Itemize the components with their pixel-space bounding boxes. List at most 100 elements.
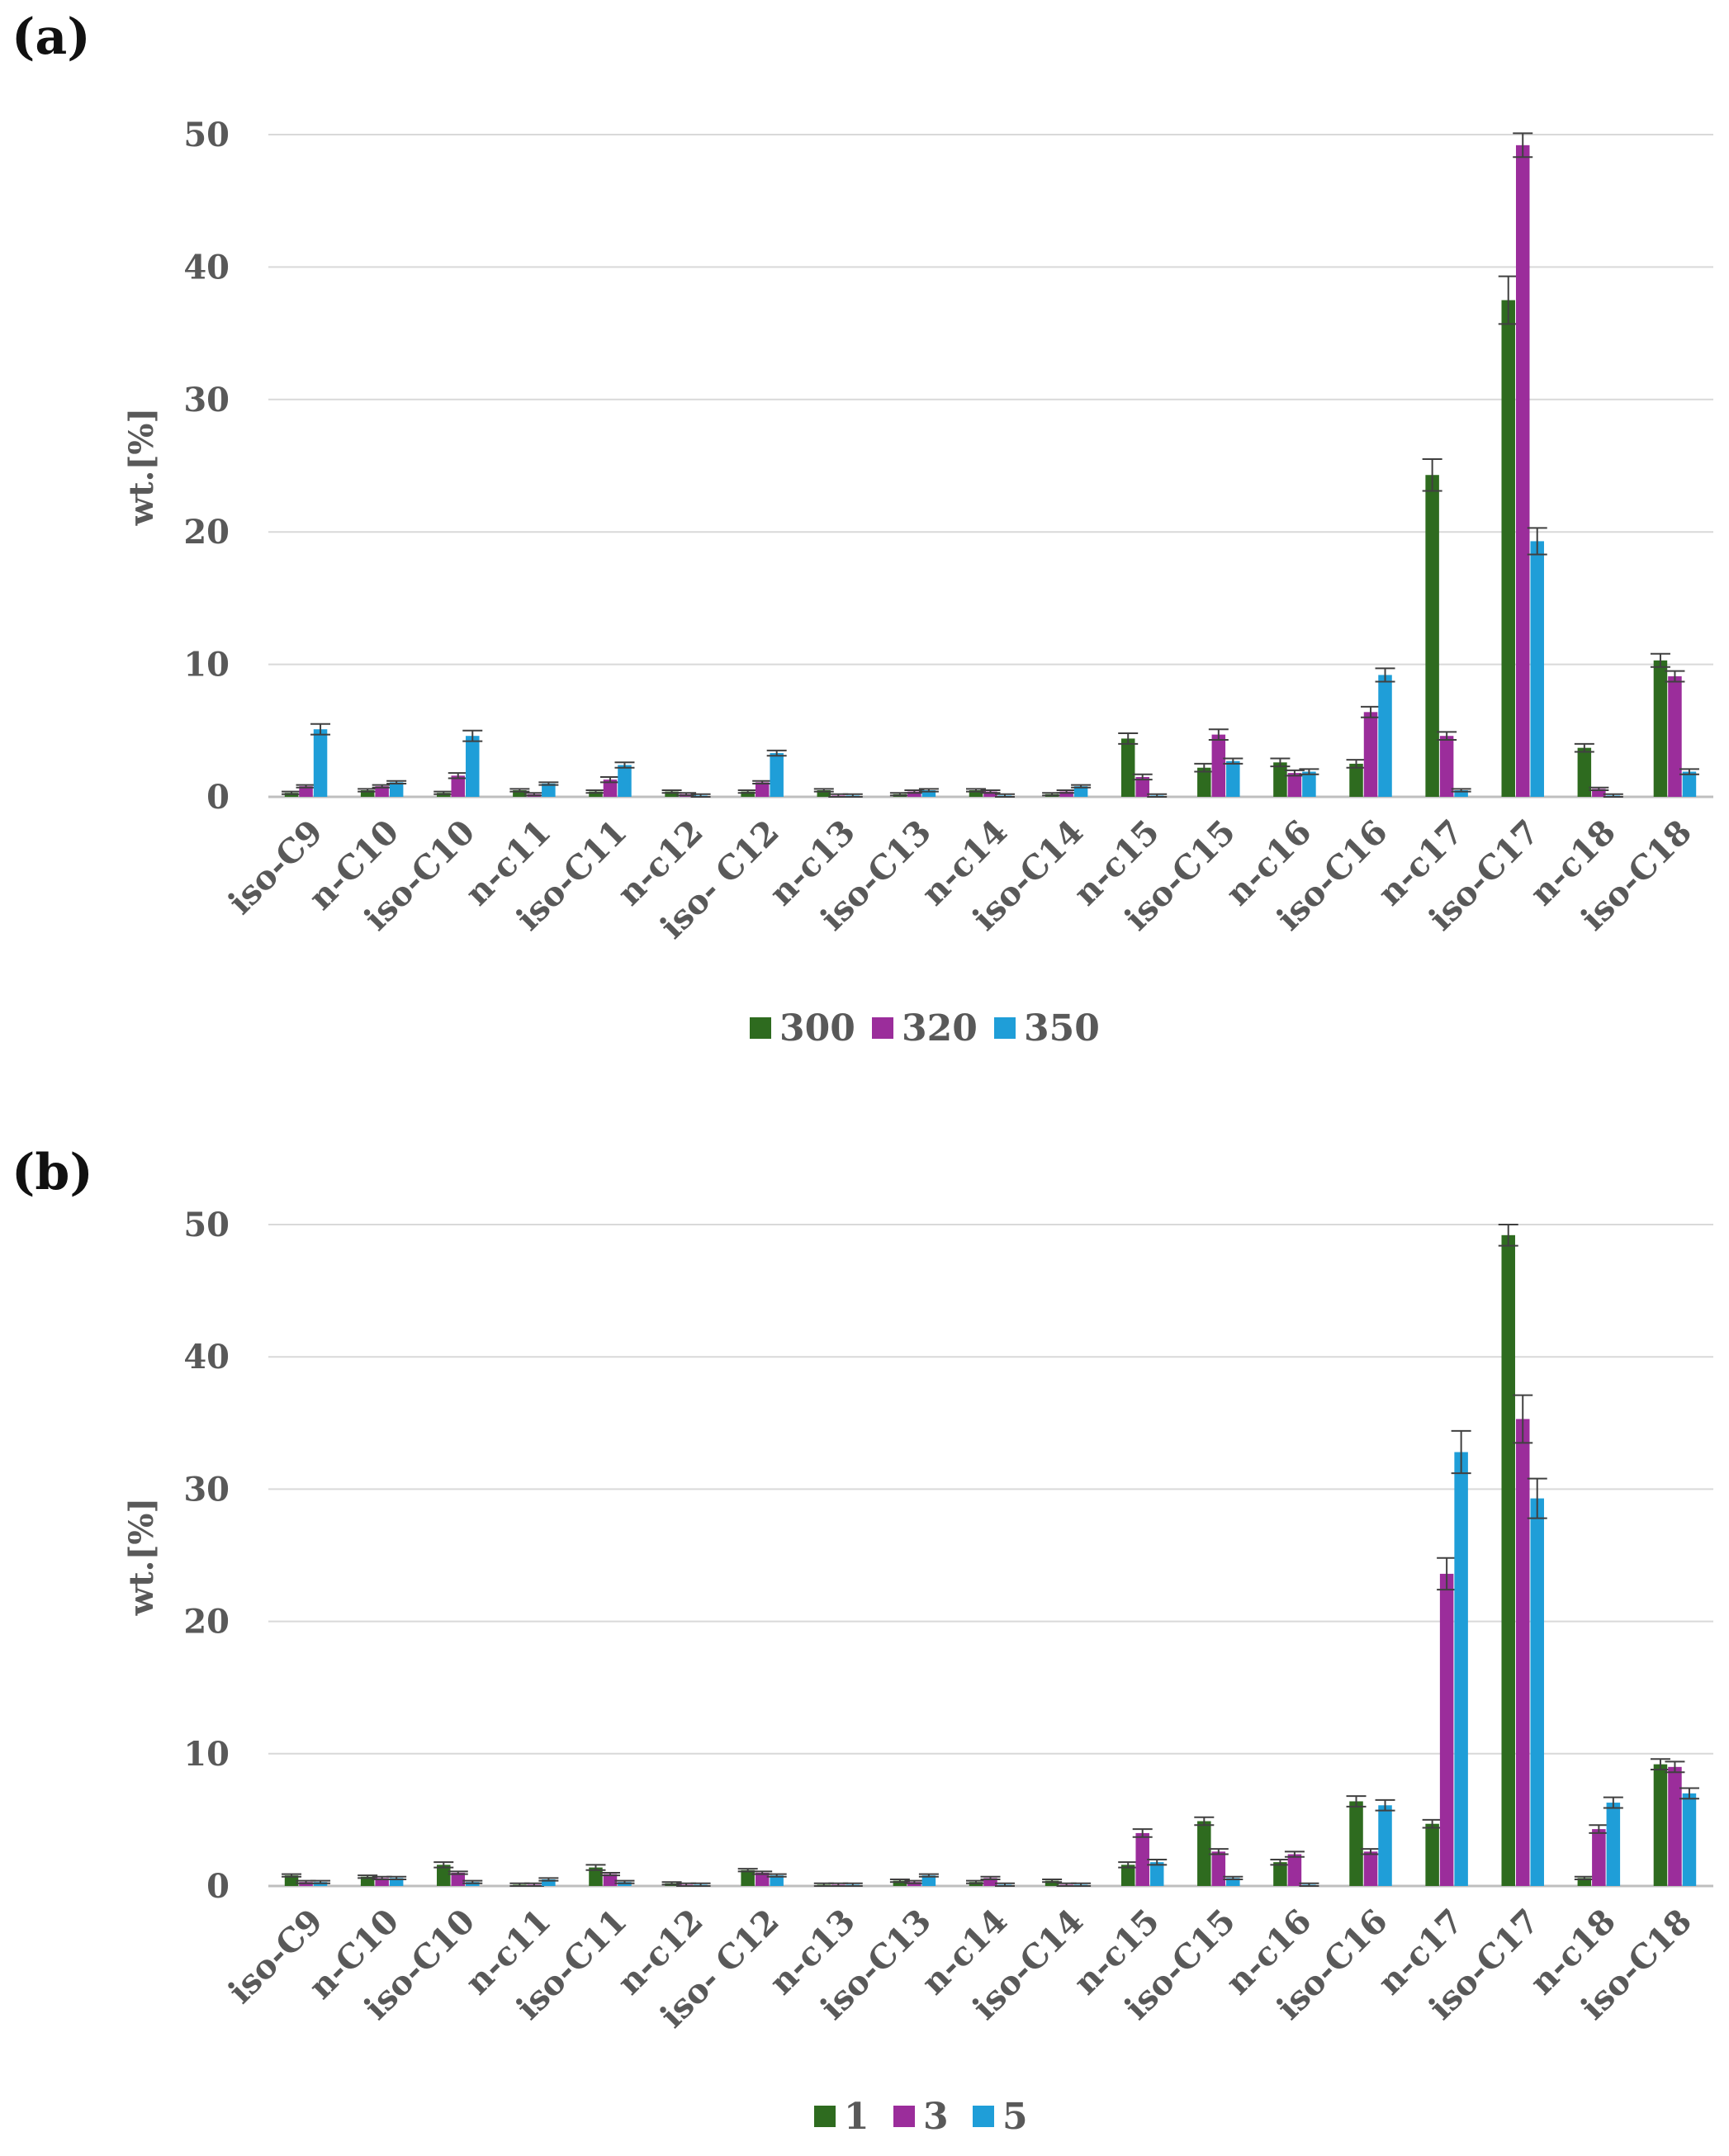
panel-b-label: (b): [12, 1144, 93, 1201]
y-tick-label: 0: [206, 1867, 230, 1906]
bar: [817, 789, 831, 797]
legend-label: 350: [1024, 1007, 1100, 1050]
y-tick-label: 50: [183, 1206, 230, 1244]
bar: [1606, 1803, 1621, 1886]
bar: [921, 789, 936, 797]
bar: [375, 786, 389, 797]
bar: [1577, 747, 1592, 797]
bar: [1592, 789, 1606, 797]
y-axis-title: wt.[%]: [122, 1498, 161, 1617]
bar: [1149, 1862, 1164, 1886]
bar: [1592, 1829, 1606, 1886]
bar: [1501, 300, 1515, 797]
bar: [893, 1880, 907, 1886]
bar: [1454, 789, 1468, 797]
bar: [542, 783, 556, 797]
bar: [389, 1878, 404, 1886]
bar: [1349, 763, 1363, 797]
bar: [284, 1875, 299, 1886]
bar: [969, 789, 983, 797]
bar: [1454, 1452, 1468, 1886]
bar: [466, 736, 480, 797]
bar: [451, 775, 466, 797]
bar: [1363, 712, 1378, 797]
y-tick-label: 30: [183, 381, 230, 419]
bar: [1287, 773, 1302, 797]
bar: [741, 791, 755, 797]
bar: [1073, 786, 1088, 797]
legend-swatch: [893, 2106, 915, 2127]
bar: [1059, 791, 1073, 797]
legend-label: 320: [902, 1007, 978, 1050]
bar: [1378, 1805, 1392, 1886]
bar: [1501, 1234, 1515, 1886]
bar: [451, 1872, 466, 1886]
bar: [1197, 767, 1211, 797]
chart-b: 01020304050wt.[%]iso-C9n-C10iso-C10n-c11…: [122, 1206, 1713, 2138]
bar: [1120, 1865, 1135, 1886]
bar: [1653, 660, 1668, 797]
legend-label: 5: [1002, 2096, 1028, 2138]
bar: [1577, 1878, 1592, 1886]
bar: [1668, 676, 1682, 797]
bar: [1653, 1764, 1668, 1886]
bar: [755, 1872, 770, 1886]
bar: [1425, 1823, 1439, 1886]
legend-swatch: [994, 1017, 1016, 1039]
y-tick-label: 50: [183, 116, 230, 154]
bar: [1682, 771, 1697, 797]
bar: [1425, 475, 1439, 797]
bar: [389, 782, 404, 797]
legend-swatch: [750, 1017, 771, 1039]
bar: [755, 782, 770, 797]
bar: [770, 1875, 784, 1886]
bar: [1439, 1573, 1454, 1886]
bar: [1530, 1498, 1544, 1886]
bar: [299, 786, 313, 797]
bar: [1349, 1801, 1363, 1886]
bar: [1211, 1851, 1226, 1886]
legend-label: 3: [923, 2096, 949, 2138]
y-tick-label: 10: [183, 646, 230, 685]
bar: [1135, 776, 1149, 797]
y-tick-label: 0: [206, 778, 230, 817]
bar: [437, 1865, 451, 1886]
bar: [603, 779, 618, 797]
bar: [1682, 1793, 1697, 1886]
y-tick-label: 20: [183, 1603, 230, 1642]
legend-swatch: [973, 2106, 994, 2127]
legend-label: 300: [779, 1007, 855, 1050]
bar: [921, 1875, 936, 1886]
bar: [1515, 1419, 1530, 1886]
bar: [1273, 762, 1287, 797]
x-tick-label: iso-C9: [220, 1902, 330, 2011]
bar: [542, 1879, 556, 1886]
bar: [1120, 738, 1135, 797]
bar: [770, 753, 784, 797]
bar: [1226, 761, 1240, 797]
bar: [1135, 1832, 1149, 1886]
legend-label: 1: [844, 2096, 869, 2138]
chart-a: 01020304050wt.[%]iso-C9n-C10iso-C10n-c11…: [122, 116, 1713, 1050]
bar: [1530, 541, 1544, 797]
y-tick-label: 30: [183, 1470, 230, 1509]
bar: [741, 1869, 755, 1886]
y-tick-label: 10: [183, 1735, 230, 1774]
bar: [603, 1874, 618, 1886]
bar: [1378, 675, 1392, 797]
bar: [1287, 1854, 1302, 1886]
bar: [665, 791, 679, 797]
bar: [1273, 1862, 1287, 1886]
bar: [1197, 1821, 1211, 1886]
bar: [1302, 771, 1316, 797]
bar: [1045, 1880, 1059, 1886]
y-tick-label: 40: [183, 248, 230, 287]
bar: [360, 789, 375, 797]
bar: [375, 1878, 389, 1886]
y-tick-label: 40: [183, 1338, 230, 1377]
bar: [1515, 145, 1530, 797]
bar: [589, 791, 603, 797]
bar: [313, 729, 328, 797]
bar: [589, 1867, 603, 1886]
